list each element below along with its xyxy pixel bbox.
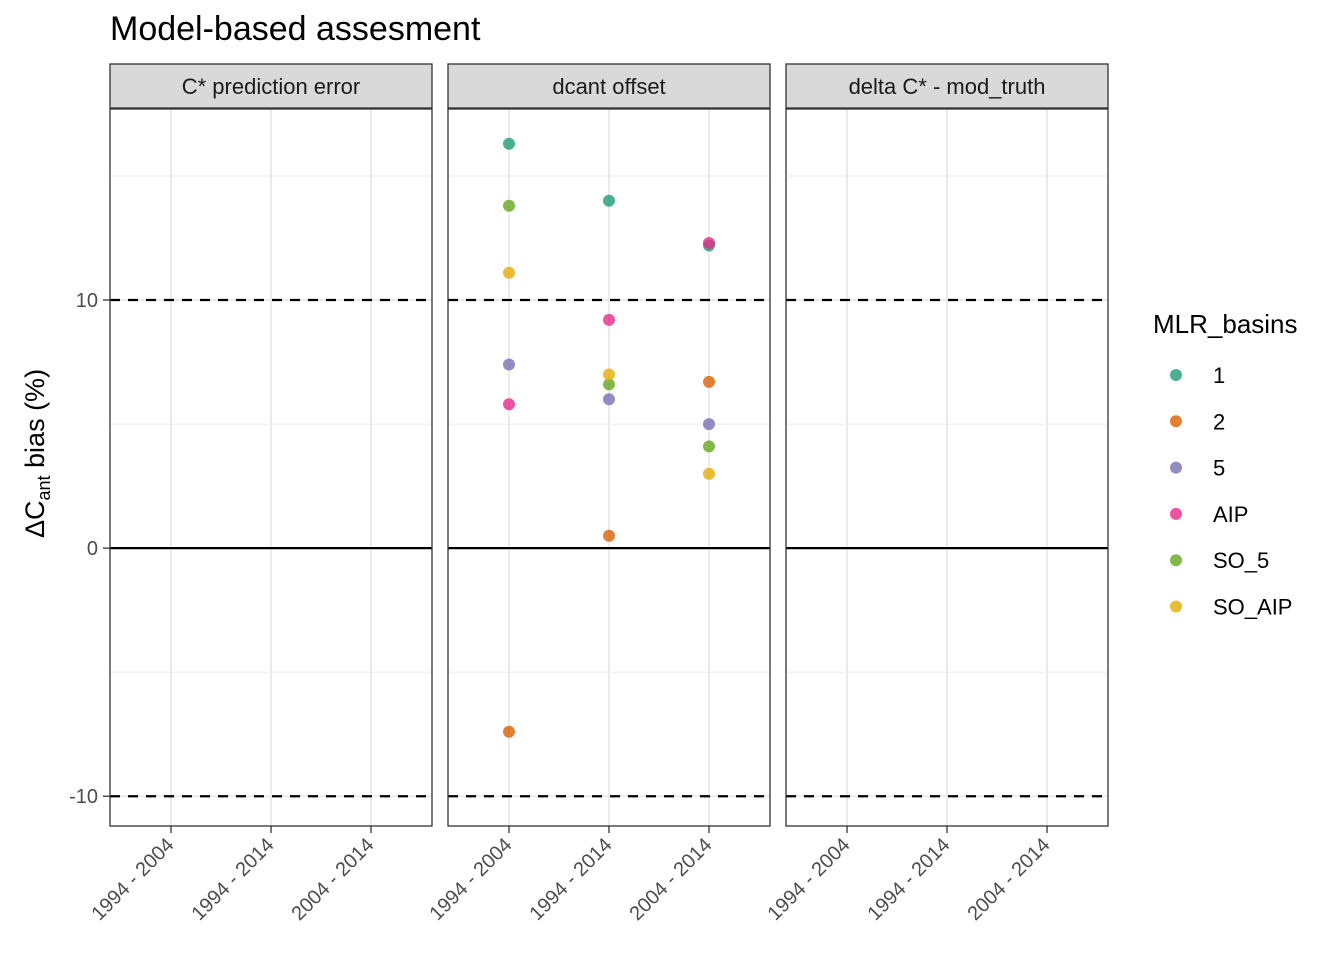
data-point (503, 266, 515, 279)
legend-label: 5 (1213, 456, 1225, 481)
y-tick-label: 0 (87, 538, 98, 560)
facet-strip (447, 63, 771, 109)
legend-label: 1 (1213, 363, 1225, 388)
legend-key (1170, 369, 1182, 381)
data-point (703, 418, 715, 431)
data-point (503, 137, 515, 150)
facet-strip-label: dcant offset (552, 74, 665, 99)
legend-item: SO_5 (1170, 548, 1269, 573)
y-tick-label: -10 (69, 786, 98, 808)
chart-title: Model-based assesment (110, 10, 481, 48)
data-point (603, 529, 615, 542)
data-point (603, 313, 615, 326)
data-point (503, 199, 515, 212)
data-point (703, 440, 715, 453)
data-point (503, 725, 515, 738)
legend-item: AIP (1170, 502, 1248, 527)
data-point (503, 398, 515, 411)
data-point (603, 194, 615, 207)
facet-strip (109, 63, 433, 109)
legend-item: SO_AIP (1170, 595, 1292, 620)
legend-key (1170, 600, 1182, 613)
data-point (603, 393, 615, 406)
legend-key (1170, 554, 1182, 567)
legend-label: SO_AIP (1213, 595, 1292, 620)
legend-title: MLR_basins (1153, 309, 1298, 339)
facet-strip-label: C* prediction error (182, 74, 361, 99)
data-point (703, 236, 715, 249)
legend-key (1170, 461, 1182, 474)
facet-strip (785, 63, 1109, 109)
legend-item: 1 (1170, 363, 1225, 388)
legend-key (1170, 415, 1182, 428)
data-point (603, 368, 615, 381)
legend-label: 2 (1213, 409, 1225, 434)
legend-label: SO_5 (1213, 548, 1269, 573)
y-axis-title: ΔCant bias (%) (20, 369, 54, 538)
data-point (703, 467, 715, 480)
data-point (603, 378, 615, 391)
data-point (703, 375, 715, 388)
legend-key (1170, 507, 1182, 520)
legend-label: AIP (1213, 502, 1248, 527)
data-point (503, 358, 515, 371)
facet-strip-label: delta C* - mod_truth (849, 74, 1046, 99)
svg-text:ΔCant bias (%): ΔCant bias (%) (20, 369, 54, 538)
y-tick-label: 10 (76, 290, 98, 312)
legend-item: 5 (1170, 456, 1225, 481)
legend-item: 2 (1170, 409, 1225, 434)
legend: MLR_basins 1 2 5 AIP SO_5 SO_AIP (1153, 309, 1298, 620)
